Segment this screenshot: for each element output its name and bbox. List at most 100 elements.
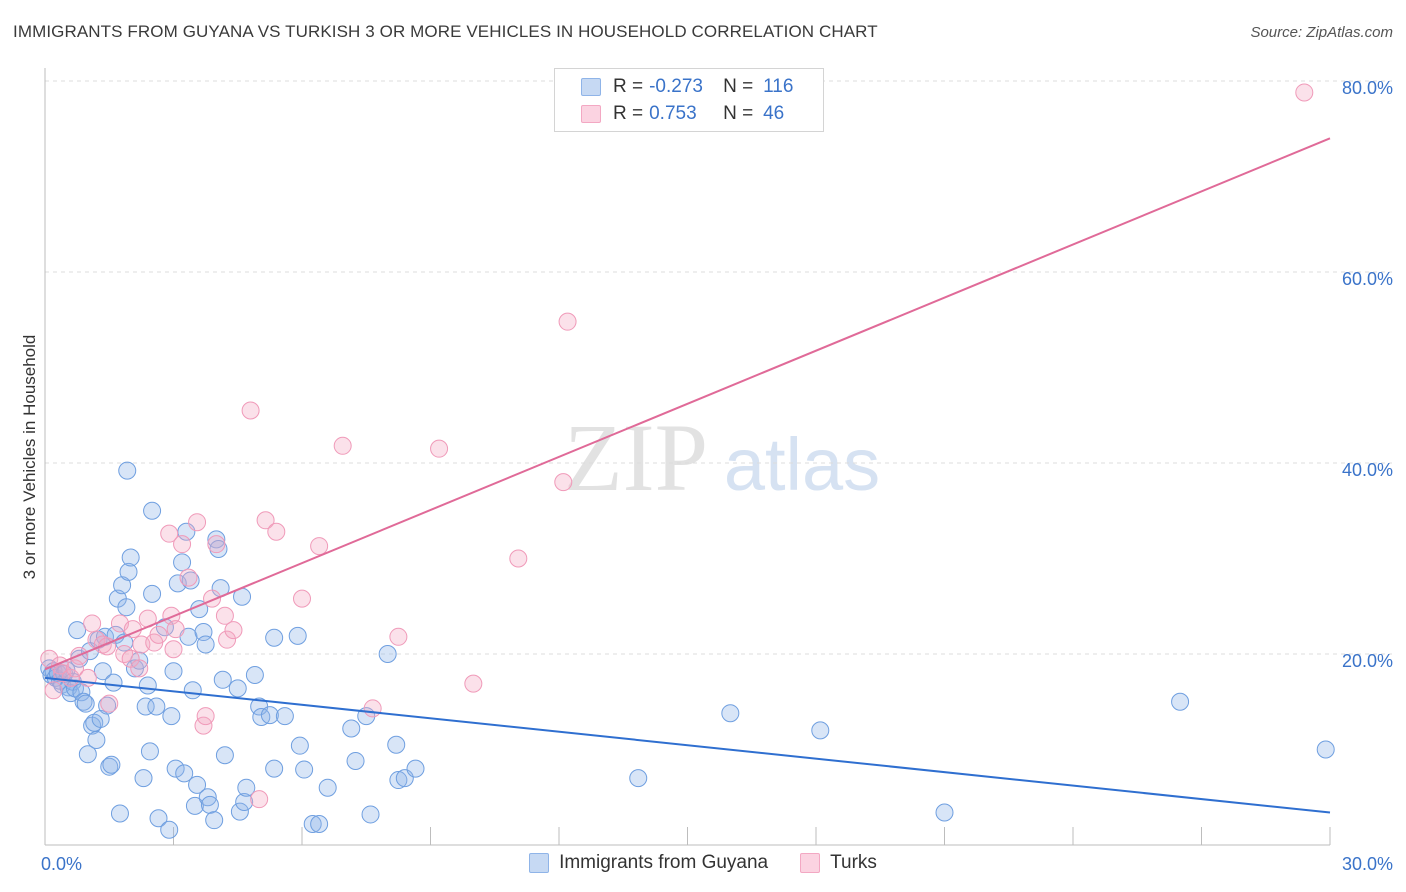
gridlines (45, 80, 1392, 655)
point-immigrants-from-guyana (361, 805, 380, 824)
point-immigrants-from-guyana (143, 584, 162, 603)
point-immigrants-from-guyana (149, 809, 168, 828)
point-immigrants-from-guyana (93, 662, 112, 681)
bottom-legend-label: Turks (830, 852, 877, 873)
watermark: ZIP atlas (564, 404, 880, 511)
point-immigrants-from-guyana (389, 771, 408, 790)
point-immigrants-from-guyana (188, 775, 207, 794)
point-turks (215, 606, 234, 625)
point-immigrants-from-guyana (295, 760, 314, 779)
point-immigrants-from-guyana (136, 697, 155, 716)
legend-r-label: R = (613, 76, 644, 97)
source-credit: Source: ZipAtlas.com (1250, 24, 1393, 41)
point-immigrants-from-guyana (265, 628, 284, 647)
chart-title: IMMIGRANTS FROM GUYANA VS TURKISH 3 OR M… (13, 22, 878, 41)
point-turks (363, 699, 382, 718)
points-layer (40, 83, 1335, 839)
legend-n-label: N = (723, 76, 754, 97)
point-immigrants-from-guyana (173, 553, 192, 572)
point-turks (100, 694, 119, 713)
tick-labels: 20.0% 40.0% 60.0% 80.0% 0.0% 30.0% (41, 78, 1393, 874)
point-immigrants-from-guyana (200, 795, 219, 814)
y-tick-label: 40.0% (1342, 460, 1393, 480)
point-turks (188, 513, 207, 532)
legend: R = -0.273 N = 116 R = 0.753 N = 46 (554, 68, 824, 132)
point-turks (509, 549, 528, 568)
point-turks (267, 522, 286, 541)
bottom-legend-swatch-turks (800, 853, 821, 873)
point-immigrants-from-guyana (140, 742, 159, 761)
point-turks (554, 473, 573, 492)
point-immigrants-from-guyana (387, 735, 406, 754)
point-turks (173, 535, 192, 554)
point-immigrants-from-guyana (935, 803, 954, 822)
trend-lines (44, 137, 1331, 814)
series-turks (40, 83, 1314, 809)
point-immigrants-from-guyana (134, 769, 153, 788)
point-turks (558, 312, 577, 331)
point-immigrants-from-guyana (147, 697, 166, 716)
legend-n-value: 46 (763, 103, 785, 124)
point-turks (44, 681, 63, 700)
x-tick-label: 0.0% (41, 854, 82, 874)
point-turks (115, 645, 134, 663)
point-immigrants-from-guyana (346, 751, 365, 770)
watermark-zip: ZIP (564, 404, 708, 511)
point-turks (130, 659, 149, 678)
point-immigrants-from-guyana (228, 679, 247, 698)
point-immigrants-from-guyana (162, 707, 181, 726)
legend-swatch-guyana (581, 78, 601, 96)
watermark-atlas: atlas (724, 423, 880, 506)
point-immigrants-from-guyana (288, 626, 307, 645)
axes (44, 68, 1331, 846)
legend-swatch-turks (581, 105, 601, 123)
point-immigrants-from-guyana (1316, 740, 1335, 759)
point-turks (310, 537, 329, 556)
y-tick-label: 80.0% (1342, 78, 1393, 98)
point-immigrants-from-guyana (196, 635, 215, 654)
legend-row-guyana: R = -0.273 N = 116 (581, 75, 793, 99)
point-immigrants-from-guyana (215, 746, 234, 765)
legend-r-label: R = (613, 103, 644, 124)
point-immigrants-from-guyana (318, 778, 337, 797)
bottom-legend-guyana: Immigrants from Guyana (529, 852, 768, 874)
point-turks (389, 627, 408, 646)
point-turks (250, 790, 269, 809)
point-immigrants-from-guyana (378, 645, 397, 663)
point-turks (196, 707, 215, 726)
point-turks (464, 674, 483, 693)
point-immigrants-from-guyana (198, 788, 217, 807)
legend-r-value: 0.753 (649, 103, 697, 124)
point-immigrants-from-guyana (205, 811, 224, 830)
point-immigrants-from-guyana (303, 814, 322, 833)
point-immigrants-from-guyana (181, 571, 200, 590)
point-immigrants-from-guyana (119, 562, 138, 581)
point-turks (256, 511, 275, 530)
point-turks (1295, 83, 1314, 102)
point-turks (430, 439, 449, 458)
point-turks (160, 524, 179, 543)
point-immigrants-from-guyana (237, 778, 256, 797)
point-immigrants-from-guyana (143, 501, 162, 520)
point-immigrants-from-guyana (166, 759, 185, 778)
point-turks (179, 568, 198, 587)
point-turks (162, 606, 181, 625)
point-immigrants-from-guyana (183, 681, 202, 700)
point-immigrants-from-guyana (1171, 692, 1190, 711)
point-immigrants-from-guyana (117, 598, 136, 617)
point-immigrants-from-guyana (629, 769, 648, 788)
point-immigrants-from-guyana (138, 676, 157, 695)
point-immigrants-from-guyana (104, 673, 123, 692)
trend-line-immigrants-from-guyana (44, 676, 1331, 814)
legend-row-turks: R = 0.753 N = 46 (581, 102, 784, 126)
y-tick-label: 20.0% (1342, 651, 1393, 671)
point-immigrants-from-guyana (342, 719, 361, 738)
point-turks (293, 589, 311, 608)
point-turks (224, 621, 243, 640)
point-turks (241, 401, 260, 420)
point-immigrants-from-guyana (175, 764, 194, 783)
point-immigrants-from-guyana (78, 745, 97, 764)
point-immigrants-from-guyana (275, 707, 294, 726)
trend-line-turks (44, 137, 1331, 671)
